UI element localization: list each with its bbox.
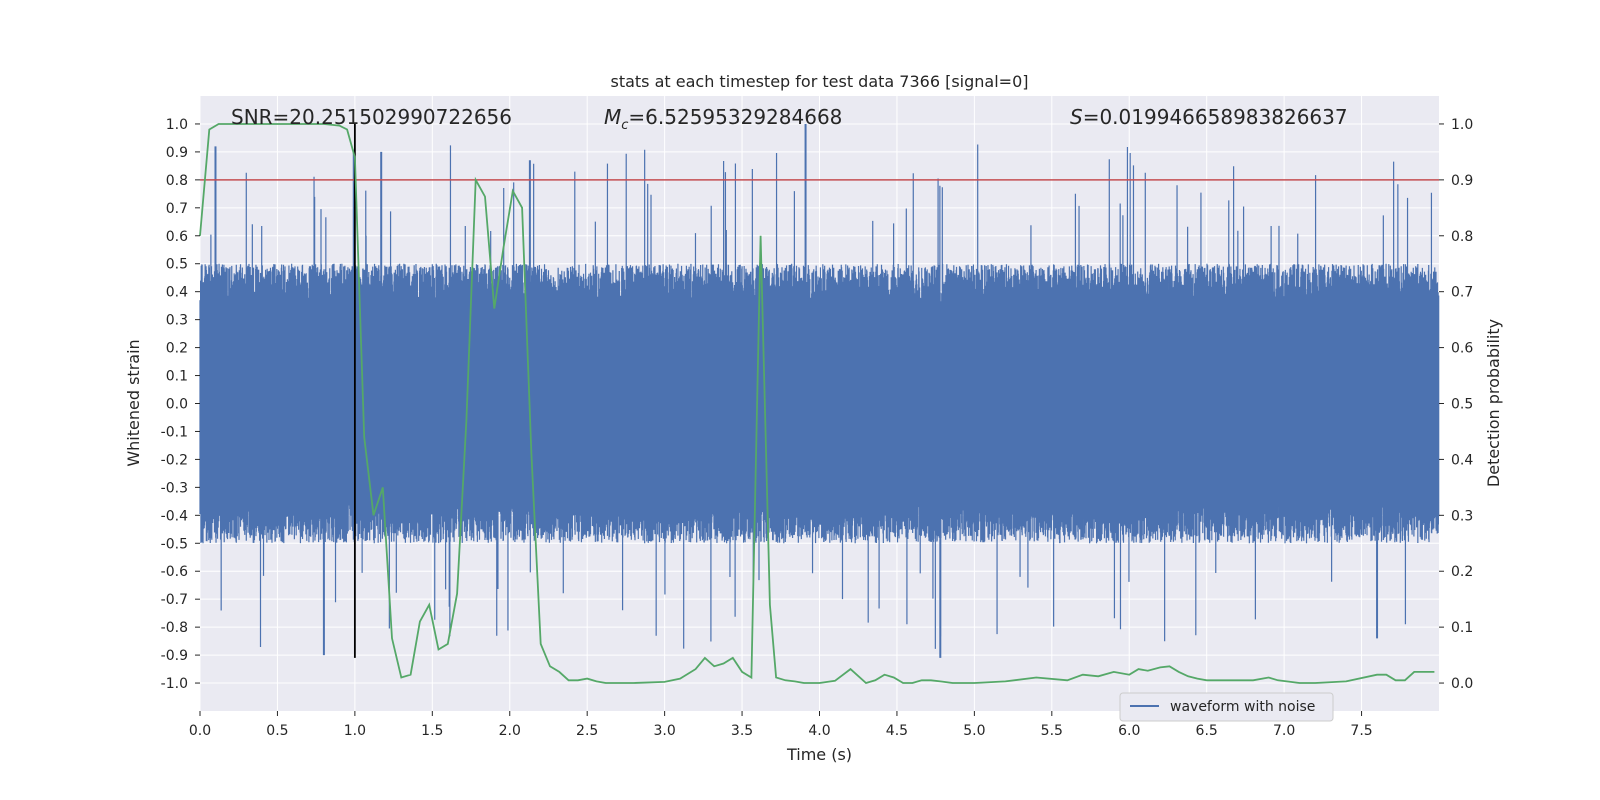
snr-annotation: SNR=20.251502990722656 xyxy=(231,105,512,129)
x-tick-label: 6.5 xyxy=(1196,723,1218,739)
y-left-tick-label: 0.5 xyxy=(166,257,188,273)
y-left-tick-label: -0.7 xyxy=(161,592,188,608)
y-left-tick-label: -0.8 xyxy=(161,620,188,636)
y-right-tick-label: 0.7 xyxy=(1451,285,1473,301)
legend: waveform with noise xyxy=(1119,692,1334,722)
y-left-tick-label: 0.8 xyxy=(166,173,188,189)
x-tick-label: 7.0 xyxy=(1273,723,1295,739)
y-right-tick-label: 0.1 xyxy=(1451,620,1473,636)
y-left-tick-label: 0.0 xyxy=(166,397,188,413)
y-right-tick-label: 0.2 xyxy=(1451,564,1473,580)
y-left-tick-label: 0.4 xyxy=(166,285,188,301)
y-left-axis-label: Whitened strain xyxy=(124,339,143,466)
x-tick-label: 0.0 xyxy=(189,723,211,739)
y-right-tick-label: 0.4 xyxy=(1451,452,1473,468)
probability-series xyxy=(199,123,1435,685)
x-axis-label: Time (s) xyxy=(786,745,852,764)
y-right-axis-label: Detection probability xyxy=(1484,319,1503,487)
legend-label: waveform with noise xyxy=(1170,699,1315,715)
y-right-tick-label: 0.0 xyxy=(1451,676,1473,692)
s-annotation: S=0.019946658983826637 xyxy=(1070,105,1348,129)
y-left-tick-label: 0.3 xyxy=(166,313,188,329)
y-left-tick-label: -0.4 xyxy=(161,508,188,524)
y-left-tick-label: 1.0 xyxy=(166,117,188,133)
x-tick-label: 3.0 xyxy=(653,723,675,739)
y-right-tick-label: 0.3 xyxy=(1451,508,1473,524)
y-left-tick-label: -0.2 xyxy=(161,452,188,468)
y-left-tick-label: 0.9 xyxy=(166,145,188,161)
x-axis-ticks: 0.0 0.5 1.0 1.5 2.0 2.5 3.0 3.5 4.0 4.5 5.0 5.5 6.0 6… xyxy=(189,711,1373,739)
x-tick-label: 1.5 xyxy=(421,723,443,739)
waveform-core xyxy=(200,314,1439,493)
y-left-tick-label: 0.2 xyxy=(166,341,188,357)
y-right-tick-label: 0.5 xyxy=(1451,397,1473,413)
x-tick-label: 4.0 xyxy=(808,723,830,739)
chart-title: stats at each timestep for test data 736… xyxy=(610,72,1028,91)
x-tick-label: 4.5 xyxy=(886,723,908,739)
y-left-tick-label: -0.3 xyxy=(161,480,188,496)
legend-box xyxy=(1119,692,1334,722)
y-right-tick-label: 1.0 xyxy=(1451,117,1473,133)
x-tick-label: 7.5 xyxy=(1350,723,1372,739)
x-tick-label: 1.0 xyxy=(344,723,366,739)
y-left-tick-label: -1.0 xyxy=(161,676,188,692)
y-right-axis-ticks: 1.0 0.9 0.8 0.7 0.6 0.5 0.4 0.3 0.2 0.1 0.0 xyxy=(1439,117,1473,692)
y-left-tick-label: 0.7 xyxy=(166,201,188,217)
mc-annotation: Mc=6.52595329284668 xyxy=(604,105,842,133)
y-right-tick-label: 0.8 xyxy=(1451,229,1473,245)
x-tick-label: 5.5 xyxy=(1041,723,1063,739)
x-tick-label: 2.0 xyxy=(499,723,521,739)
x-tick-label: 5.0 xyxy=(963,723,985,739)
x-tick-label: 3.5 xyxy=(731,723,753,739)
x-tick-label: 0.5 xyxy=(266,723,288,739)
y-left-tick-label: -0.1 xyxy=(161,424,188,440)
y-right-tick-label: 0.6 xyxy=(1451,341,1473,357)
y-left-tick-label: 0.1 xyxy=(166,369,188,385)
y-left-axis-ticks: 1.0 0.9 0.8 0.7 0.6 0.5 0.4 0.3 0.2 0.1 0.0 -0.1 -0.… xyxy=(161,117,200,692)
y-left-tick-label: -0.5 xyxy=(161,536,188,552)
y-right-tick-label: 0.9 xyxy=(1451,173,1473,189)
x-tick-label: 6.0 xyxy=(1118,723,1140,739)
y-left-tick-label: 0.6 xyxy=(166,229,188,245)
x-tick-label: 2.5 xyxy=(576,723,598,739)
y-left-tick-label: -0.9 xyxy=(161,648,188,664)
waveform-series xyxy=(199,123,1440,658)
y-left-tick-label: -0.6 xyxy=(161,564,188,580)
